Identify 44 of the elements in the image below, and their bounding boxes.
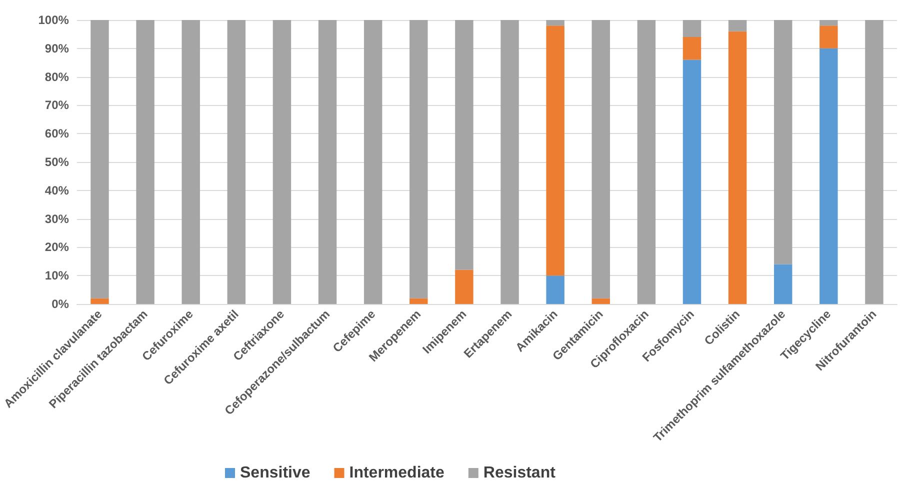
y-tick-label: 90% bbox=[44, 41, 70, 56]
y-tick-label: 0% bbox=[52, 297, 70, 311]
bar bbox=[546, 20, 564, 26]
bar bbox=[592, 298, 610, 304]
bar bbox=[364, 20, 382, 304]
bar bbox=[774, 20, 792, 264]
bar bbox=[728, 31, 747, 304]
y-tick-label: 60% bbox=[44, 126, 70, 141]
y-tick-label: 100% bbox=[38, 13, 70, 27]
bar bbox=[455, 270, 474, 304]
bar bbox=[682, 37, 702, 60]
bar bbox=[182, 20, 200, 304]
bar bbox=[546, 26, 564, 276]
bar bbox=[774, 264, 792, 304]
bar bbox=[227, 20, 246, 304]
y-tick-label: 20% bbox=[44, 240, 70, 254]
bar bbox=[865, 20, 884, 304]
bar bbox=[820, 26, 838, 48]
bar bbox=[272, 20, 292, 304]
bar bbox=[90, 298, 109, 304]
bar bbox=[318, 20, 337, 304]
bar bbox=[455, 20, 474, 270]
legend-label: Intermediate bbox=[349, 464, 444, 482]
bar bbox=[728, 20, 747, 32]
y-tick-label: 80% bbox=[44, 70, 70, 84]
legend-label: Sensitive bbox=[240, 464, 310, 482]
bar bbox=[500, 20, 519, 304]
bar bbox=[90, 20, 109, 298]
bar bbox=[682, 20, 702, 38]
y-tick-label: 40% bbox=[44, 183, 70, 198]
bar bbox=[546, 276, 564, 304]
bar bbox=[592, 20, 610, 298]
y-tick-label: 70% bbox=[44, 98, 70, 112]
y-tick-label: 10% bbox=[44, 268, 70, 283]
bar bbox=[136, 20, 154, 304]
bar bbox=[820, 20, 838, 26]
bar bbox=[410, 20, 428, 298]
bar bbox=[820, 48, 838, 304]
bar bbox=[637, 20, 656, 304]
bar bbox=[410, 298, 428, 304]
bar bbox=[682, 60, 702, 304]
y-tick-label: 50% bbox=[44, 155, 70, 169]
y-tick-label: 30% bbox=[44, 212, 70, 226]
legend-label: Resistant bbox=[483, 464, 556, 482]
